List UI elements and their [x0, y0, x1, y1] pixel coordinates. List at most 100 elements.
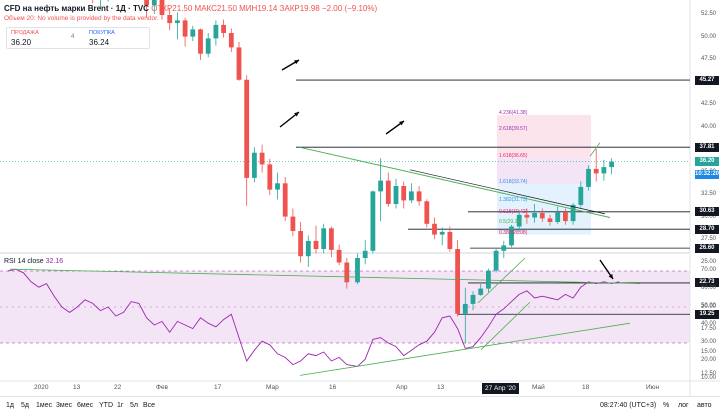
buy-price: 36.24: [89, 38, 110, 47]
rsi-axis-label: 10.00: [700, 375, 716, 381]
candle-body: [509, 226, 514, 246]
candle-body: [275, 183, 280, 190]
candle-body: [175, 20, 180, 24]
rsi-title: RSI 14 close: [4, 258, 44, 265]
time-axis-label: Июн: [646, 384, 660, 391]
flag-line: [589, 142, 601, 157]
candle-body: [244, 79, 250, 178]
range-button-YTD[interactable]: YTD: [99, 402, 113, 409]
time-axis-label: Мар: [266, 384, 279, 391]
candle-body: [259, 152, 265, 165]
candle-body: [432, 223, 437, 235]
candle-body: [228, 33, 234, 48]
price-tag: 28.70: [695, 224, 719, 234]
candle-body: [190, 29, 196, 37]
fib-label: 1.618(36.65): [499, 152, 528, 159]
candle-body: [555, 212, 561, 222]
rsi-trend-bottom: [299, 322, 631, 376]
time-axis-label: Май: [532, 384, 545, 391]
candle-body: [401, 186, 407, 201]
candle-body: [493, 250, 499, 271]
candle-body: [462, 303, 468, 314]
candle-body: [213, 24, 219, 39]
candle-body: [424, 201, 430, 224]
candle-body: [252, 152, 257, 178]
fib-label: 0.382(28.08): [499, 229, 528, 236]
candle-body: [539, 213, 545, 219]
price-axis-label: 17.50: [700, 326, 716, 332]
candle-body: [305, 240, 311, 257]
price-tag: 10:32:20: [695, 169, 720, 179]
candle-body: [355, 258, 360, 283]
candle-body: [329, 228, 334, 250]
range-button-1д[interactable]: 1д: [6, 402, 14, 409]
spread-value: 4: [71, 34, 75, 40]
price-tag: 45.27: [695, 75, 719, 85]
candle-body: [290, 216, 296, 231]
candle-body: [586, 168, 591, 187]
candle-body: [378, 180, 383, 192]
candle-body: [532, 213, 537, 218]
candle-body: [236, 47, 242, 80]
price-tag: 36.20: [695, 157, 719, 167]
fib-label: 1.618(33.74): [499, 178, 528, 185]
auto-toggle[interactable]: авто: [697, 402, 712, 409]
range-button-1мес[interactable]: 1мес: [36, 402, 53, 409]
time-axis-label: Апр: [396, 384, 408, 391]
price-axis-label: 40.00: [700, 123, 716, 130]
range-button-3мес[interactable]: 3мес: [56, 402, 73, 409]
candle-body: [198, 29, 203, 54]
candle-body: [393, 186, 399, 204]
rsi-value: 32.16: [45, 258, 64, 265]
symbol-legend: CFD на нефть марки Brent · 1Д · TVC ОТКР…: [4, 4, 377, 13]
ohlc-values: ОТКР21.50 МАКС21.50 МИН19.14 ЗАКР19.98 −…: [151, 4, 378, 13]
candle-body: [267, 164, 273, 190]
rsi-axis-label: 70.00: [700, 267, 716, 273]
price-axis-label: 32.50: [700, 191, 716, 197]
clock: 08:27:40 (UTC+3): [600, 402, 657, 409]
price-axis-label: 27.50: [700, 236, 716, 242]
range-button-1г[interactable]: 1г: [117, 402, 124, 409]
time-axis-label: 17: [214, 384, 222, 391]
candle-body: [593, 168, 599, 174]
trend-line-down: [299, 146, 611, 218]
time-axis-label: 16: [329, 384, 337, 391]
candle-body: [344, 262, 350, 283]
range-button-5л[interactable]: 5л: [130, 402, 138, 409]
candle-body: [447, 231, 453, 249]
symbol-title[interactable]: CFD на нефть марки Brent · 1Д · TVC: [4, 4, 149, 13]
candle-body: [151, 0, 157, 6]
candle-body: [609, 161, 614, 168]
price-axis-label: 15.00: [700, 348, 716, 355]
fib-label: 1.382(31.73): [499, 196, 528, 203]
bottom-toolbar: 1д 5д 1мес 3мес 6мес YTD 1г 5л Все 08:27:40 (UTC…: [0, 396, 720, 415]
price-axis-label: 50.00: [700, 33, 716, 40]
candle-body: [385, 180, 391, 204]
price-tag: 30.63: [695, 207, 719, 217]
arrow-2-head: [294, 112, 299, 117]
range-button-6мес[interactable]: 6мес: [77, 402, 94, 409]
log-toggle[interactable]: лог: [678, 402, 689, 409]
candle-body: [563, 212, 568, 222]
percent-toggle[interactable]: %: [663, 402, 670, 409]
candle-body: [370, 191, 376, 251]
buy-button[interactable]: ПОКУПКА 36.24: [85, 28, 149, 48]
candle-body: [524, 214, 530, 218]
candle-body: [159, 0, 165, 16]
price-axis-label: 47.50: [700, 56, 716, 62]
rsi-legend[interactable]: RSI 14 close 32.16: [4, 258, 63, 265]
trade-panel: ПРОДАЖА 36.20 4 ПОКУПКА 36.24: [6, 27, 150, 49]
range-button-Все[interactable]: Все: [143, 402, 156, 409]
rsi-axis-label: 20.00: [700, 357, 716, 363]
fib-label: 4.236(41.38): [499, 110, 528, 117]
price-tag: 26.60: [695, 243, 719, 253]
rsi-axis-label: 60.00: [700, 285, 716, 291]
channel-low: [480, 301, 531, 351]
fib-zone-mid: [497, 157, 591, 185]
price-axis-label: 30.00: [700, 213, 716, 220]
range-button-5д[interactable]: 5д: [21, 402, 29, 409]
sell-button[interactable]: ПРОДАЖА 36.20: [7, 28, 69, 48]
time-axis-label: 18: [582, 384, 590, 391]
